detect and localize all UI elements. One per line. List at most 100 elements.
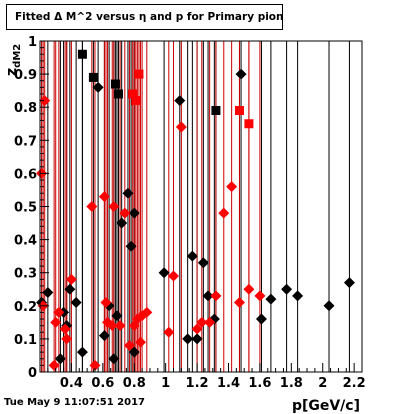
- diamond-marker: [235, 68, 247, 80]
- diamond-marker: [54, 353, 66, 365]
- svg-text:zdM2: zdM2: [4, 44, 23, 76]
- x-tick-label: 1.6: [248, 376, 271, 391]
- diamond-marker: [122, 187, 134, 199]
- diamond-marker: [128, 207, 140, 219]
- diamond-marker: [168, 270, 180, 282]
- y-tick-label: 0.6: [14, 167, 37, 182]
- diamond-marker: [265, 293, 277, 305]
- diamond-marker: [39, 95, 51, 107]
- diamond-marker: [226, 181, 238, 193]
- x-axis-ticks: 0.4 0.6 0.8 1 1.2 1.4 1.6 1.8 2 2.2: [47, 363, 366, 391]
- diamond-marker: [42, 287, 54, 299]
- diamond-marker: [86, 201, 98, 212]
- diamond-marker: [292, 290, 304, 302]
- data-points: [36, 49, 355, 371]
- diamond-marker: [59, 323, 71, 335]
- square-marker: [128, 89, 138, 99]
- square-marker: [77, 49, 87, 59]
- diamond-marker: [182, 333, 194, 345]
- diamond-marker: [125, 240, 137, 252]
- square-marker: [88, 72, 98, 82]
- x-tick-label: 1.4: [217, 376, 240, 391]
- diamond-marker: [53, 306, 65, 318]
- diamond-marker: [65, 273, 77, 285]
- square-marker: [110, 79, 120, 89]
- diamond-marker: [50, 316, 62, 328]
- diamond-marker: [89, 359, 101, 371]
- y-tick-label: 0.9: [14, 68, 37, 83]
- y-axis-title-main: z: [4, 68, 20, 76]
- diamond-marker: [108, 201, 120, 212]
- diamond-marker: [218, 207, 230, 219]
- diamond-marker: [186, 250, 198, 262]
- diamond-marker: [70, 296, 82, 308]
- chart-title: Fitted Δ M^2 versus η and p for Primary …: [6, 4, 283, 30]
- diamond-marker: [92, 81, 104, 93]
- diamond-marker: [243, 283, 255, 295]
- diamond-marker: [98, 191, 110, 203]
- y-tick-label: 0.7: [14, 134, 37, 149]
- x-tick-label: 0.4: [60, 376, 83, 391]
- y-tick-label: 1: [28, 35, 37, 50]
- square-marker: [114, 89, 124, 99]
- y-tick-label: 0.3: [14, 267, 37, 282]
- x-tick-label: 1.8: [280, 376, 303, 391]
- diamond-marker: [158, 267, 170, 279]
- diamond-marker: [114, 320, 126, 332]
- y-tick-label: 0.8: [14, 101, 37, 116]
- diamond-marker: [174, 95, 186, 107]
- diamond-marker: [210, 290, 222, 302]
- diamond-marker: [111, 310, 123, 322]
- x-tick-label: 0.6: [91, 376, 114, 391]
- diamond-marker: [204, 316, 216, 328]
- square-marker: [131, 96, 141, 106]
- diamond-marker: [175, 121, 187, 133]
- diamond-marker: [128, 346, 140, 358]
- y-tick-label: 0.5: [14, 201, 37, 216]
- diamond-marker: [100, 296, 112, 308]
- diamond-marker: [98, 330, 110, 342]
- diamond-marker: [281, 283, 293, 295]
- diamond-marker: [323, 300, 335, 312]
- diamond-marker: [64, 283, 76, 295]
- diamond-marker: [196, 316, 208, 328]
- square-marker: [134, 69, 144, 79]
- diamond-marker: [191, 323, 203, 335]
- y-axis-ticks: 0 0.1 0.2 0.3 0.4 0.5 0.6 0.7 0.8 0.9 1: [14, 35, 49, 381]
- diamond-marker: [141, 306, 153, 318]
- x-tick-label: 2.2: [343, 376, 366, 391]
- diamond-marker: [255, 313, 267, 325]
- diamond-marker: [197, 257, 209, 269]
- x-tick-label: 1.2: [186, 376, 209, 391]
- x-axis-title: p[GeV/c]: [292, 398, 360, 414]
- x-tick-label: 2: [318, 376, 327, 391]
- diamond-marker: [124, 340, 136, 352]
- x-tick-label: 0.8: [123, 376, 146, 391]
- y-tick-label: 0.1: [14, 333, 37, 348]
- y-tick-label: 0.4: [14, 234, 37, 249]
- diamond-marker: [233, 296, 245, 308]
- diamond-marker: [343, 277, 355, 289]
- diamond-marker: [61, 333, 73, 345]
- y-axis-title-sub: dM2: [12, 44, 23, 68]
- square-marker: [211, 106, 221, 116]
- y-tick-label: 0.2: [14, 300, 37, 315]
- diamond-marker: [254, 290, 266, 302]
- square-marker: [234, 106, 244, 116]
- diamond-marker: [191, 333, 203, 345]
- diamond-marker: [108, 353, 120, 365]
- x-tick-label: 1: [161, 376, 170, 391]
- y-axis-title: zdM2: [4, 44, 23, 76]
- diamond-marker: [163, 326, 175, 338]
- diamond-marker: [48, 359, 60, 371]
- diamond-marker: [135, 336, 147, 348]
- diamond-marker: [76, 346, 88, 358]
- diamond-marker: [106, 320, 118, 332]
- square-marker: [244, 119, 254, 129]
- diamond-marker: [202, 290, 214, 302]
- timestamp: Tue May 9 11:07:51 2017: [4, 397, 145, 408]
- diamond-marker: [119, 207, 131, 219]
- diamond-marker: [116, 217, 128, 229]
- y-tick-label: 0: [28, 366, 37, 381]
